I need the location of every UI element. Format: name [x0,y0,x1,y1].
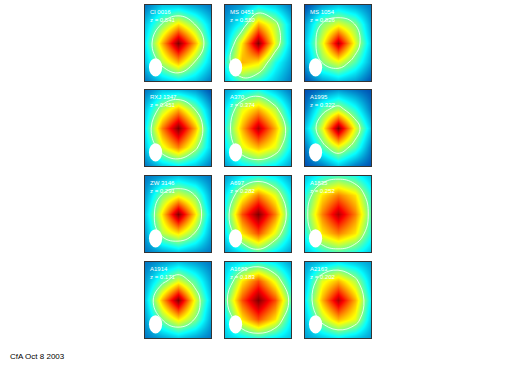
svg-text:A697z = 0.282: A697z = 0.282 [230,180,256,194]
svg-text:A1835z = 0.252: A1835z = 0.252 [310,180,336,194]
svg-text:A1995z = 0.322: A1995z = 0.322 [310,94,336,108]
svg-text:A370z = 0.374: A370z = 0.374 [230,94,256,108]
svg-text:ZW 3146z = 0.291: ZW 3146z = 0.291 [150,180,176,194]
svg-text:A2163z = 0.202: A2163z = 0.202 [310,266,336,280]
svg-text:MS 1054z = 0.826: MS 1054z = 0.826 [310,9,336,23]
svg-text:RXJ 1347z = 0.451: RXJ 1347z = 0.451 [150,94,177,108]
svg-text:A1914z = 0.171: A1914z = 0.171 [150,266,176,280]
svg-text:CfA Oct 8 2003: CfA Oct 8 2003 [10,352,65,361]
svg-text:A1689z = 0.183: A1689z = 0.183 [230,266,256,280]
svg-text:MS 0451z = 0.550: MS 0451z = 0.550 [230,9,256,23]
svg-text:Cl 0016z = 0.541: Cl 0016z = 0.541 [150,9,176,23]
